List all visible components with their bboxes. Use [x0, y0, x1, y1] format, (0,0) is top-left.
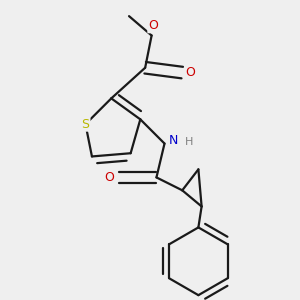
- Text: O: O: [185, 66, 195, 79]
- Text: N: N: [169, 134, 178, 148]
- Text: S: S: [82, 118, 89, 131]
- Text: O: O: [104, 171, 114, 184]
- Text: O: O: [148, 19, 158, 32]
- Text: H: H: [184, 137, 193, 147]
